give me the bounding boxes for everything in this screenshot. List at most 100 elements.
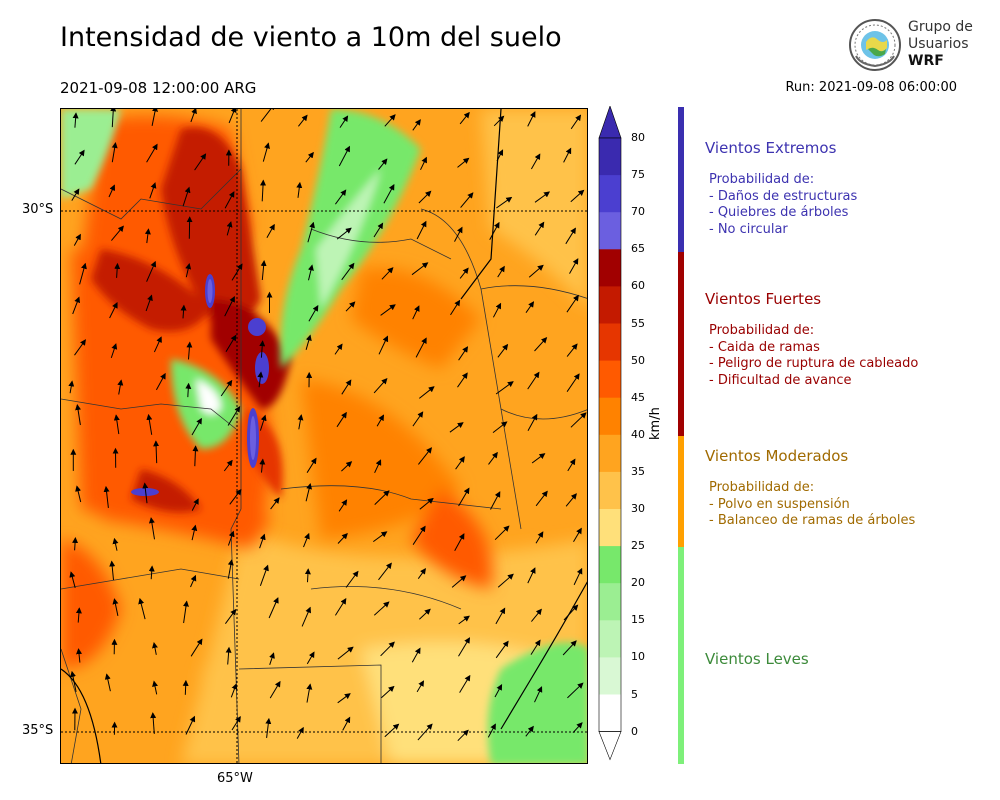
wind-arrow [74,149,85,165]
wind-arrow [70,670,77,692]
wind-arrow [418,190,432,204]
wind-arrow [306,457,317,473]
wind-arrow [458,637,471,657]
wind-arrow [112,598,119,617]
category-extreme-title: Vientos Extremos [705,139,837,157]
wind-arrow [259,533,266,549]
wind-arrow [341,461,353,472]
wind-arrow [412,119,421,131]
wind-arrow [384,114,396,127]
wind-arrow [458,615,470,625]
colorbar-band [599,212,621,250]
colorbar-tick-label: 50 [631,353,645,367]
wind-arrow [458,487,470,507]
category-moderate-details: Probabilidad de: - Polvo en suspensión -… [709,480,915,530]
colorbar-tick-label: 45 [631,390,645,404]
extreme-item: - Quiebres de árboles [709,205,849,220]
wind-arrow [489,221,500,240]
wind-arrow [457,372,468,388]
colorbar-band [599,175,621,213]
wind-arrow [259,458,266,473]
wind-arrow [111,225,124,241]
wind-arrow [194,153,207,171]
wind-arrow [573,527,582,542]
wind-arrow [113,414,120,435]
colorbar-extend-bottom [598,731,622,761]
wind-arrow [573,567,583,586]
wind-arrow [305,151,314,163]
wind-arrow [223,459,233,472]
strong-item: - Dificultad de avance [709,372,852,388]
wind-arrow [231,716,241,731]
colorbar-band [599,546,621,584]
wind-arrow [460,192,474,208]
wind-arrow [191,417,202,436]
wind-arrow [226,221,233,236]
strip-strong [678,252,684,436]
colorbar-tick-label: 60 [631,279,645,293]
wind-arrow [563,147,572,163]
wind-arrow [411,647,421,663]
run-time: Run: 2021-09-08 06:00:00 [785,80,957,95]
colorbar-band [599,509,621,547]
wind-arrow [73,233,81,246]
wind-arrow [449,422,464,433]
wrf-logo: Grupo de Usuarios WRF [848,16,973,76]
wind-arrow [570,412,587,428]
wind-arrow [231,263,243,281]
wind-arrow [260,179,267,202]
wind-arrow [412,305,420,320]
wind-arrow [496,149,504,162]
wind-arrow [373,222,384,238]
moderate-item: Probabilidad de: [709,480,815,495]
wind-arrow [265,717,272,738]
strong-item: - Peligro de ruptura de cableado [709,356,919,371]
colorbar-band [599,360,621,399]
wind-arrow [227,530,235,546]
logo-line-1: Grupo de [908,19,973,35]
wind-arrow [257,371,264,388]
wind-arrow [373,531,388,543]
wind-arrow [492,302,502,318]
wind-arrow [418,447,433,465]
colorbar-band [599,323,621,362]
wind-arrow [530,153,541,170]
category-extreme-details: Probabilidad de: - Daños de estructuras … [709,172,857,238]
strip-extreme [678,107,684,252]
colorbar-tick-label: 15 [631,613,645,627]
wind-arrow [566,373,580,392]
wind-arrow [525,725,534,737]
wind-vectors [68,109,587,742]
wind-arrow [565,227,576,245]
wind-arrow [75,485,82,503]
wind-arrow [270,497,280,510]
colorbar-band [599,286,621,324]
wind-arrow [103,485,110,508]
colorbar-band [599,694,621,733]
wind-arrow [104,673,111,692]
wind-arrow [337,532,348,544]
wind-arrow [567,458,576,472]
wind-arrow [269,680,281,699]
wind-arrow [268,597,279,619]
category-strong-details: Probabilidad de: - Caida de ramas - Peli… [709,323,918,389]
wind-arrow [419,497,434,510]
globe-seal-icon [849,19,901,71]
wind-arrow [381,685,395,699]
map-title: Intensidad de viento a 10m del suelo [60,22,562,53]
wind-arrow [380,304,396,316]
wind-arrow [225,646,232,665]
strip-light [678,547,684,764]
wind-arrow [454,226,463,242]
wind-arrow [342,716,351,731]
wind-arrow [308,264,314,281]
wind-arrow [380,641,395,657]
wind-arrow [334,343,343,355]
wind-arrow [451,575,467,588]
wind-arrow [68,380,75,394]
wind-arrow [72,296,81,315]
wind-arrow [230,683,238,698]
wind-arrow [567,682,584,699]
wind-arrow [459,674,471,693]
colorbar-band [599,657,621,695]
